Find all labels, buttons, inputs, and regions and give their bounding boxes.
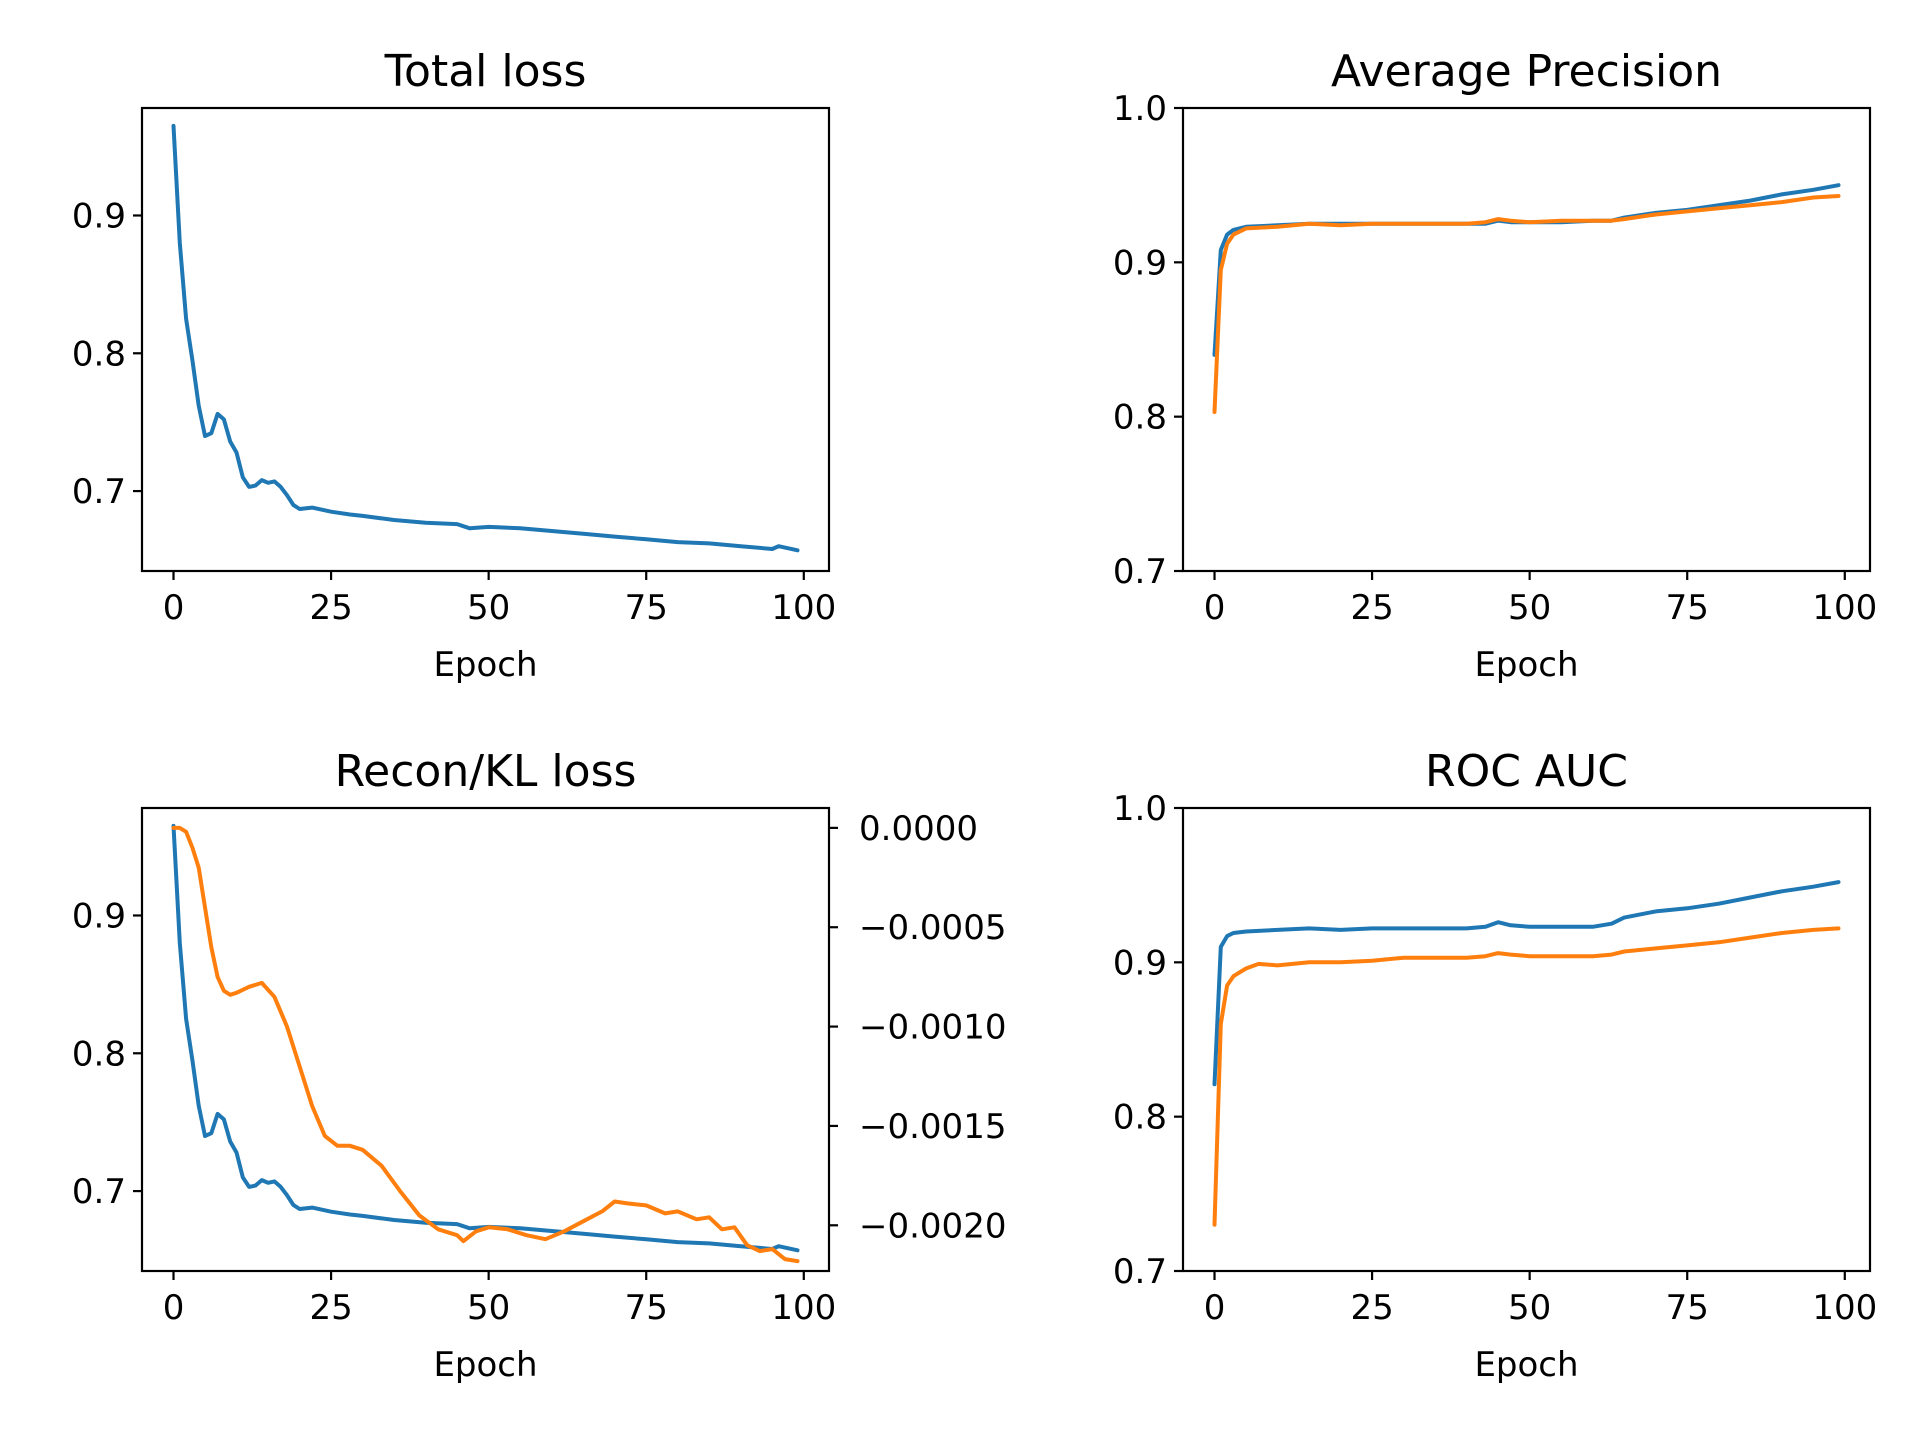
- x-tick-label: 50: [467, 1288, 510, 1328]
- series-line-1: [171, 123, 800, 553]
- chart-title: ROC AUC: [1425, 746, 1628, 797]
- x-tick-label: 75: [1666, 1288, 1709, 1328]
- chart-title: Recon/KL loss: [335, 746, 637, 797]
- axes-frame: [140, 806, 831, 1273]
- x-tick-label: 75: [625, 588, 668, 628]
- x-axis-label: Epoch: [1474, 1345, 1578, 1385]
- axes-frame: [1181, 106, 1872, 573]
- y-tick-label: 0.9: [1113, 943, 1167, 983]
- series-line-2: [1212, 194, 1841, 414]
- axes-frame: [140, 106, 831, 573]
- chart-title: Total loss: [384, 46, 587, 97]
- x-axis-label: Epoch: [433, 1345, 537, 1385]
- y-tick-label: 0.7: [72, 1172, 126, 1212]
- series-line-1: [1212, 880, 1841, 1087]
- series-line-2: [1212, 926, 1841, 1227]
- x-axis-label: Epoch: [433, 645, 537, 685]
- x-tick-label: 100: [1812, 588, 1877, 628]
- series-line-2: [171, 825, 800, 1264]
- axes-frame: [1181, 806, 1872, 1273]
- x-tick-label: 0: [1204, 1288, 1226, 1328]
- y-tick-label: 0.8: [1113, 1098, 1167, 1138]
- y2-tick-label: 0.0000: [859, 809, 978, 849]
- y-tick-label: 1.0: [1113, 89, 1167, 129]
- y-tick-label: 0.7: [72, 472, 126, 512]
- x-tick-label: 0: [163, 588, 185, 628]
- x-tick-label: 100: [771, 588, 836, 628]
- x-tick-label: 25: [1350, 588, 1393, 628]
- y-tick-label: 0.9: [1113, 243, 1167, 283]
- y2-tick-label: −0.0010: [859, 1008, 1006, 1048]
- y-tick-label: 0.7: [1113, 552, 1167, 592]
- y-tick-label: 0.9: [72, 196, 126, 236]
- y-tick-label: 0.8: [72, 1034, 126, 1074]
- chart-panel-4: ROC AUC 0 25 50 75 100 0.7 0.8 0.9 1.0 Epoch: [1113, 746, 1877, 1385]
- chart-panel-1: Total loss 0 25 50 75 100 0.7 0.8 0.9 Epoch: [72, 46, 836, 685]
- y-tick-label: 0.7: [1113, 1252, 1167, 1292]
- y-tick-label: 1.0: [1113, 789, 1167, 829]
- chart-title: Average Precision: [1331, 46, 1722, 97]
- x-tick-label: 100: [771, 1288, 836, 1328]
- series-line-1: [171, 823, 800, 1253]
- y2-tick-label: −0.0005: [859, 908, 1006, 948]
- x-tick-label: 25: [1350, 1288, 1393, 1328]
- x-tick-label: 75: [1666, 588, 1709, 628]
- chart-panel-2: Average Precision 0 25 50 75 100 0.7 0.8 0.9 1.0 E…: [1113, 46, 1877, 685]
- x-tick-label: 100: [1812, 1288, 1877, 1328]
- y-tick-label: 0.8: [1113, 398, 1167, 438]
- x-axis-label: Epoch: [1474, 645, 1578, 685]
- x-tick-label: 50: [467, 588, 510, 628]
- chart-panel-3: Recon/KL loss 0 25 50 75 100 0.7 0.8 0.9 0.0000 −0…: [72, 746, 1007, 1385]
- y-tick-label: 0.8: [72, 334, 126, 374]
- y2-tick-label: −0.0020: [859, 1206, 1006, 1246]
- x-tick-label: 25: [309, 588, 352, 628]
- x-tick-label: 0: [1204, 588, 1226, 628]
- x-tick-label: 50: [1508, 1288, 1551, 1328]
- y2-tick-label: −0.0015: [859, 1107, 1006, 1147]
- x-tick-label: 50: [1508, 588, 1551, 628]
- x-tick-label: 75: [625, 1288, 668, 1328]
- x-tick-label: 0: [163, 1288, 185, 1328]
- y-tick-label: 0.9: [72, 896, 126, 936]
- x-tick-label: 25: [309, 1288, 352, 1328]
